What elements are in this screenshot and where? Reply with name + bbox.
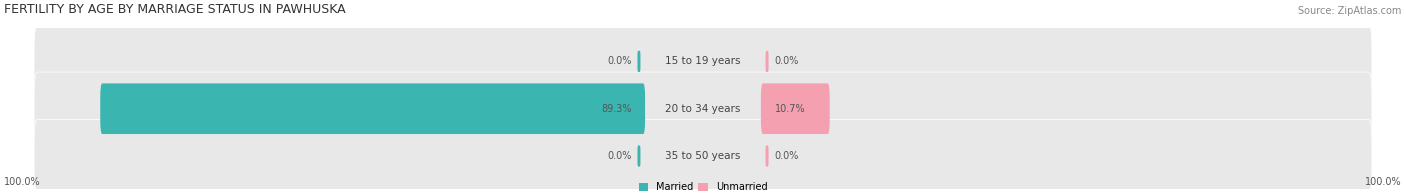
Text: 20 to 34 years: 20 to 34 years	[665, 104, 741, 114]
Text: 35 to 50 years: 35 to 50 years	[665, 151, 741, 161]
FancyBboxPatch shape	[34, 72, 1372, 145]
Legend: Married, Unmarried: Married, Unmarried	[638, 182, 768, 192]
Text: 89.3%: 89.3%	[600, 104, 631, 114]
Text: 0.0%: 0.0%	[607, 151, 631, 161]
FancyBboxPatch shape	[765, 145, 769, 167]
Text: 0.0%: 0.0%	[775, 151, 799, 161]
Text: 15 to 19 years: 15 to 19 years	[665, 56, 741, 66]
Text: FERTILITY BY AGE BY MARRIAGE STATUS IN PAWHUSKA: FERTILITY BY AGE BY MARRIAGE STATUS IN P…	[4, 4, 346, 16]
FancyBboxPatch shape	[637, 51, 641, 72]
FancyBboxPatch shape	[34, 25, 1372, 98]
FancyBboxPatch shape	[34, 119, 1372, 193]
FancyBboxPatch shape	[100, 83, 645, 134]
Text: 0.0%: 0.0%	[775, 56, 799, 66]
FancyBboxPatch shape	[637, 145, 641, 167]
Text: Source: ZipAtlas.com: Source: ZipAtlas.com	[1299, 6, 1402, 16]
FancyBboxPatch shape	[765, 98, 769, 119]
FancyBboxPatch shape	[765, 51, 769, 72]
FancyBboxPatch shape	[761, 83, 830, 134]
Text: 10.7%: 10.7%	[775, 104, 806, 114]
Text: 100.0%: 100.0%	[4, 177, 41, 187]
Text: 0.0%: 0.0%	[607, 56, 631, 66]
FancyBboxPatch shape	[637, 98, 641, 119]
Text: 100.0%: 100.0%	[1365, 177, 1402, 187]
